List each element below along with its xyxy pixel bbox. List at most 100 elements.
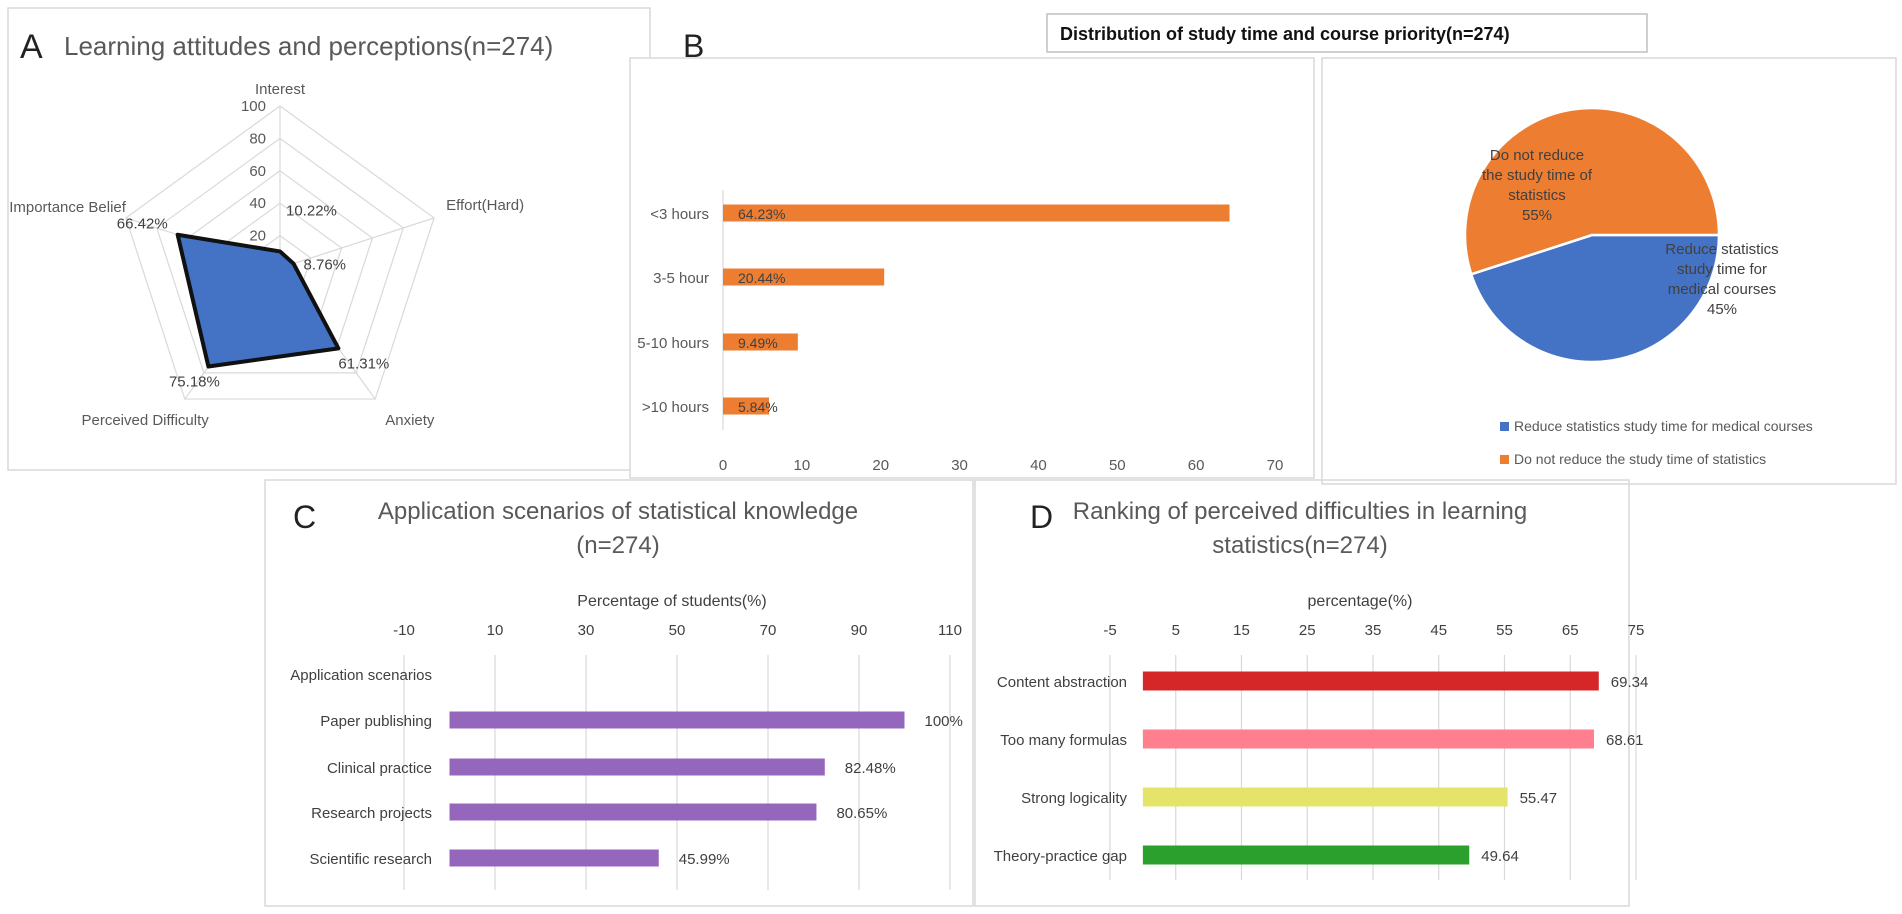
c-bar — [449, 803, 817, 821]
d-category-label: Theory-practice gap — [994, 848, 1127, 865]
d-value-label: 55.47 — [1520, 790, 1558, 807]
panel-c-frame — [264, 479, 974, 907]
pie-label-not-reduce: the study time of — [1482, 167, 1593, 184]
chart-c-xlabel: Percentage of students(%) — [577, 593, 766, 610]
d-value-label: 68.61 — [1606, 732, 1644, 749]
b-bar — [723, 397, 770, 415]
pie-label-reduce: Reduce statistics — [1665, 241, 1778, 258]
radar-tick-label: 60 — [249, 163, 266, 180]
chart-b-title: Distribution of study time and course pr… — [1060, 24, 1510, 44]
d-value-label: 69.34 — [1611, 674, 1649, 691]
c-category-label: Application scenarios — [290, 667, 432, 684]
d-x-tick-label: 65 — [1562, 622, 1579, 639]
c-x-tick-label: 70 — [760, 622, 777, 639]
d-bar — [1142, 787, 1508, 807]
b-x-tick-label: 20 — [872, 457, 889, 474]
c-bar — [449, 711, 905, 729]
d-x-tick-label: 35 — [1365, 622, 1382, 639]
c-value-label: 45.99% — [679, 851, 730, 868]
d-x-tick-label: 45 — [1430, 622, 1447, 639]
c-value-label: 100% — [925, 713, 963, 730]
b-x-tick-label: 50 — [1109, 457, 1126, 474]
c-x-tick-label: 50 — [669, 622, 686, 639]
panel-b-title-box — [1046, 13, 1648, 53]
radar-value-label: 8.76% — [303, 257, 346, 274]
d-x-tick-label: 75 — [1628, 622, 1645, 639]
d-x-tick-label: 25 — [1299, 622, 1316, 639]
d-x-tick-label: -5 — [1103, 622, 1116, 639]
pie-label-not-reduce: 55% — [1522, 207, 1552, 224]
b-x-tick-label: 70 — [1267, 457, 1284, 474]
radar-spoke — [279, 217, 435, 269]
radar-grid-ring — [125, 105, 435, 400]
d-bar — [1142, 845, 1470, 865]
legend-label-not-reduce: Do not reduce the study time of statisti… — [1514, 451, 1766, 467]
panel-b-bar-frame — [629, 57, 1315, 479]
b-value-label: 64.23% — [738, 206, 785, 222]
b-x-tick-label: 0 — [719, 457, 727, 474]
legend-swatch-reduce — [1500, 422, 1509, 431]
c-category-label: Clinical practice — [327, 760, 432, 777]
radar-data-area — [175, 232, 341, 369]
b-category-label: <3 hours — [650, 206, 709, 223]
panel-d-frame — [974, 479, 1630, 907]
chart-c-title-line2: (n=274) — [576, 532, 659, 559]
radar-grid-ring — [156, 137, 404, 374]
radar-value-label: 10.22% — [286, 202, 337, 219]
c-x-tick-label: -10 — [393, 622, 415, 639]
c-value-label: 80.65% — [836, 805, 887, 822]
pie-label-reduce: study time for — [1677, 261, 1767, 278]
d-category-label: Content abstraction — [997, 674, 1127, 691]
pie-slice-reduce — [1469, 233, 1721, 364]
b-x-tick-label: 40 — [1030, 457, 1047, 474]
panel-letter-a: A — [20, 28, 43, 66]
b-category-label: 5-10 hours — [637, 335, 709, 352]
radar-axis-label: Interest — [255, 81, 306, 98]
d-x-tick-label: 15 — [1233, 622, 1250, 639]
d-bar — [1142, 729, 1594, 749]
chart-d-xlabel: percentage(%) — [1308, 593, 1413, 610]
pie-slice-not-reduce — [1463, 106, 1721, 276]
c-bar — [449, 758, 825, 776]
d-category-label: Strong logicality — [1021, 790, 1127, 807]
b-value-label: 5.84% — [738, 399, 778, 415]
radar-value-label: 75.18% — [169, 374, 220, 391]
d-x-tick-label: 5 — [1172, 622, 1180, 639]
c-x-tick-label: 110 — [938, 622, 962, 639]
pie-label-reduce: medical courses — [1668, 281, 1776, 298]
d-category-label: Too many formulas — [1000, 732, 1127, 749]
chart-d-title-line2: statistics(n=274) — [1212, 532, 1387, 559]
radar-tick-label: 100 — [241, 98, 266, 115]
b-bar — [723, 204, 1230, 222]
c-category-label: Paper publishing — [320, 713, 432, 730]
panel-letter-d: D — [1030, 499, 1053, 535]
b-value-label: 20.44% — [738, 270, 785, 286]
b-x-tick-label: 60 — [1188, 457, 1205, 474]
b-bar — [723, 268, 885, 286]
radar-axis-label: Perceived Difficulty — [81, 412, 209, 429]
radar-tick-label: 80 — [249, 130, 266, 147]
radar-axis-label: Effort(Hard) — [446, 197, 524, 214]
d-bar — [1142, 671, 1599, 691]
radar-value-label: 61.31% — [338, 355, 389, 372]
c-x-tick-label: 30 — [578, 622, 595, 639]
b-value-label: 9.49% — [738, 335, 778, 351]
chart-c-title-line1: Application scenarios of statistical kno… — [378, 498, 858, 525]
d-value-label: 49.64 — [1481, 848, 1519, 865]
chart-d-title-line1: Ranking of perceived difficulties in lea… — [1073, 498, 1528, 525]
b-x-tick-label: 10 — [794, 457, 811, 474]
c-bar — [449, 849, 659, 867]
radar-axis-label: Anxiety — [385, 412, 435, 429]
b-bar — [723, 333, 798, 351]
panel-letter-c: C — [293, 499, 316, 535]
panel-letter-b: B — [683, 28, 704, 64]
b-category-label: 3-5 hour — [653, 270, 709, 287]
d-x-tick-label: 55 — [1496, 622, 1513, 639]
pie-label-not-reduce: Do not reduce — [1490, 147, 1584, 164]
legend-label-reduce: Reduce statistics study time for medical… — [1514, 418, 1813, 434]
radar-value-label: 66.42% — [117, 216, 168, 233]
radar-axis-label: Importance Belief — [9, 199, 127, 216]
c-value-label: 82.48% — [845, 760, 896, 777]
c-x-tick-label: 10 — [487, 622, 504, 639]
